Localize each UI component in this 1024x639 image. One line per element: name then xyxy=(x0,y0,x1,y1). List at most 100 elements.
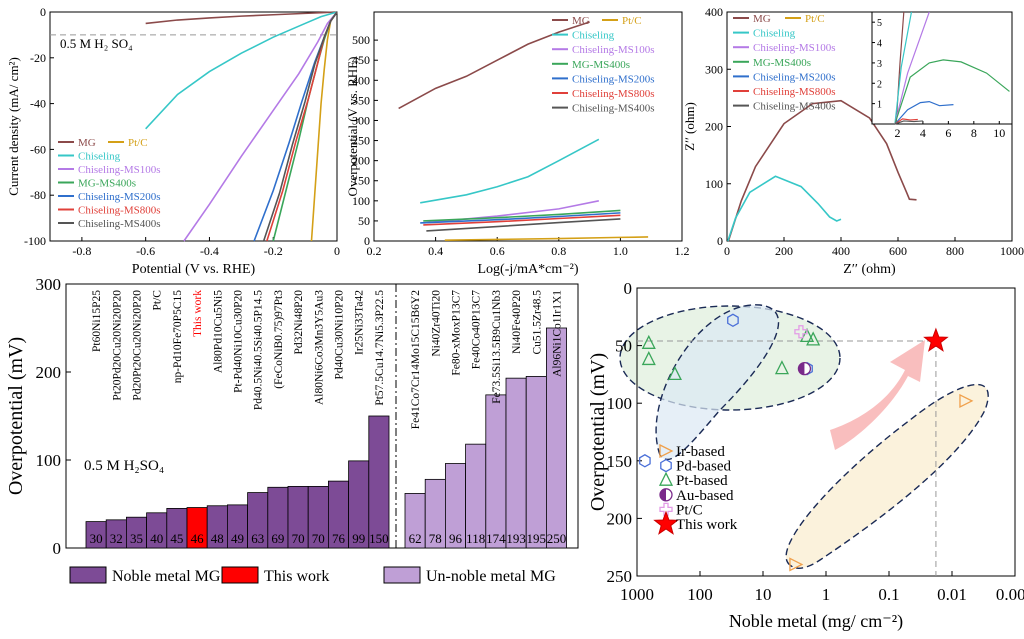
bar-value-label: 62 xyxy=(409,531,422,546)
eis-xtick-label: 0 xyxy=(724,244,730,258)
eis-inset-series-Chiseling-MS200s xyxy=(894,100,954,125)
legend-label-Chiseling: Chiseling xyxy=(78,151,121,163)
legend-label-MG: MG xyxy=(753,13,771,25)
legend-label-Chiseling-MS200s: Chiseling-MS200s xyxy=(78,191,161,203)
tafel-ylabel: Overpotential (V vs. RHE) xyxy=(345,57,360,197)
lsv-electrolyte-label: 0.5 M H₂ SO₄ xyxy=(60,36,133,51)
scatter-ytick-label: 150 xyxy=(607,452,633,471)
legend-marker-ptc xyxy=(659,502,673,517)
eis-inset-xtick-label: 10 xyxy=(993,126,1005,140)
scatter-legend-label: Au-based xyxy=(676,488,734,504)
scatter-xlabel: Noble metal (mg/ cm⁻²) xyxy=(729,611,903,632)
bar-legend-label: This work xyxy=(264,568,329,585)
tafel-xtick-label: 1.0 xyxy=(613,244,628,258)
legend-label-PtC: Pt/C xyxy=(805,13,825,25)
lsv-xtick-label: -0.6 xyxy=(136,244,155,258)
marker-Pd-based xyxy=(639,454,651,468)
scatter-ytick-label: 0 xyxy=(624,279,633,298)
eis-inset-xtick-label: 8 xyxy=(971,126,977,140)
lsv-series-Chiseling-MS100s xyxy=(183,11,338,242)
eis-ytick-label: 100 xyxy=(705,177,723,191)
tafel-ytick-label: 350 xyxy=(352,93,370,107)
scatter-legend-label: Ir-based xyxy=(676,444,725,460)
tafel-ytick-label: 100 xyxy=(352,194,370,208)
bar-value-label: 69 xyxy=(271,531,284,546)
lsv-xtick-label: -0.8 xyxy=(72,244,91,258)
bar-value-label: 174 xyxy=(486,531,506,546)
lsv-frame xyxy=(49,11,338,242)
scatter-legend-label: Pt-based xyxy=(676,473,728,489)
lsv-ylabel: Current density (mA/ cm²) xyxy=(6,57,21,196)
bar-value-label: 70 xyxy=(292,531,305,546)
tafel-ytick-label: 400 xyxy=(352,73,370,87)
legend-label-Chiseling-MS800s: Chiseling-MS800s xyxy=(572,88,655,100)
eis-xtick-label: 400 xyxy=(832,244,850,258)
bar-value-label: 35 xyxy=(130,531,143,546)
tafel-series-Chiseling-MS800s xyxy=(423,214,621,226)
bar-category-label: Fe41Co7Cr14Mo15C15B6Y2 xyxy=(410,290,422,430)
eis-inset-frame xyxy=(871,11,1013,125)
bar-value-label: 49 xyxy=(231,531,244,546)
marker-Au-based xyxy=(798,362,805,375)
legend-label-MG-MS400s: MG-MS400s xyxy=(572,59,630,71)
eis-inset-xtick-label: 6 xyxy=(945,126,951,140)
bar-category-label: Pt20Pd20Cu20Ni20P20 xyxy=(111,290,123,401)
legend-label-Chiseling-MS800s: Chiseling-MS800s xyxy=(753,86,836,98)
bar-category-label: Pt60Ni15P25 xyxy=(91,290,103,352)
scatter-xtick-label: 0.01 xyxy=(937,585,967,604)
tafel-xtick-label: 0.4 xyxy=(428,244,443,258)
tafel-xtick-label: 1.2 xyxy=(675,244,690,258)
bar-value-label: 70 xyxy=(312,531,325,546)
bar-value-label: 96 xyxy=(449,531,463,546)
bar-value-label: 45 xyxy=(170,531,183,546)
eis-xtick-label: 200 xyxy=(775,244,793,258)
bar-category-label: Pt/C xyxy=(152,290,164,311)
marker-Ir-based xyxy=(959,393,974,408)
eis-ytick-label: 200 xyxy=(705,120,723,134)
legend-label-MG-MS400s: MG-MS400s xyxy=(78,178,136,190)
legend-label-MG: MG xyxy=(78,137,96,149)
bar-category-label: Ir25Ni33Ta42 xyxy=(354,290,366,355)
bar-ytick-label: 0 xyxy=(53,539,62,558)
eis-series-Chiseling xyxy=(727,175,842,242)
bar-category-label: Al80Pd10Cu5Ni5 xyxy=(212,290,224,373)
tafel-xlabel: Log(-j/mA*cm⁻²) xyxy=(477,262,578,277)
bar-category-label: Fe80-xMoxP13C7 xyxy=(451,290,463,376)
tafel-ytick-label: 150 xyxy=(352,174,370,188)
bar-category-label: Ni40Fe40P20 xyxy=(511,290,523,354)
eis-inset-xtick-label: 2 xyxy=(894,126,900,140)
bar-category-label: Cu51.5Zr48.5 xyxy=(531,290,543,355)
eis-ytick-label: 300 xyxy=(705,62,723,76)
lsv-ytick-label: 0 xyxy=(40,5,46,19)
tafel-series-Chiseling-MS200s xyxy=(420,212,621,224)
scatter-legend-label: Pt/C xyxy=(676,502,703,518)
bar-value-label: 118 xyxy=(466,531,485,546)
bar-value-label: 78 xyxy=(429,531,442,546)
tafel-ytick-label: 500 xyxy=(352,33,370,47)
bar-value-label: 30 xyxy=(90,531,103,546)
scatter-xtick-label: 0.001 xyxy=(996,585,1024,604)
bar-20 xyxy=(505,377,527,549)
eis-inset-ytick-label: 4 xyxy=(877,39,882,50)
ir-region xyxy=(785,383,989,569)
tafel-ytick-label: 450 xyxy=(352,53,370,67)
lsv-ytick-label: -100 xyxy=(24,234,46,248)
eis-xtick-label: 600 xyxy=(889,244,907,258)
trend-arrow xyxy=(830,340,925,450)
bar-category-label: Al96Ni1Co1Ir1X1 xyxy=(552,290,564,377)
tafel-xtick-label: 0.2 xyxy=(367,244,382,258)
scatter-xtick-label: 1 xyxy=(822,585,831,604)
scatter-ytick-label: 50 xyxy=(615,337,632,356)
bar-category-label: Ni40Zr40Ti20 xyxy=(430,290,442,357)
eis-inset-series-Chiseling-MS100s xyxy=(894,11,930,125)
eis-xlabel: Z′′ (ohm) xyxy=(843,262,896,277)
scatter-ytick-label: 200 xyxy=(607,509,633,528)
pd-region xyxy=(655,304,780,461)
lsv-ytick-label: -40 xyxy=(30,97,46,111)
eis-xtick-label: 800 xyxy=(946,244,964,258)
bar-category-label: (FeCoNiB0.75)97Pt3 xyxy=(273,290,285,389)
eis-inset-ytick-label: 2 xyxy=(877,79,882,90)
marker-Pt-based xyxy=(806,331,821,346)
eis-inset-ytick-label: 5 xyxy=(877,18,882,29)
